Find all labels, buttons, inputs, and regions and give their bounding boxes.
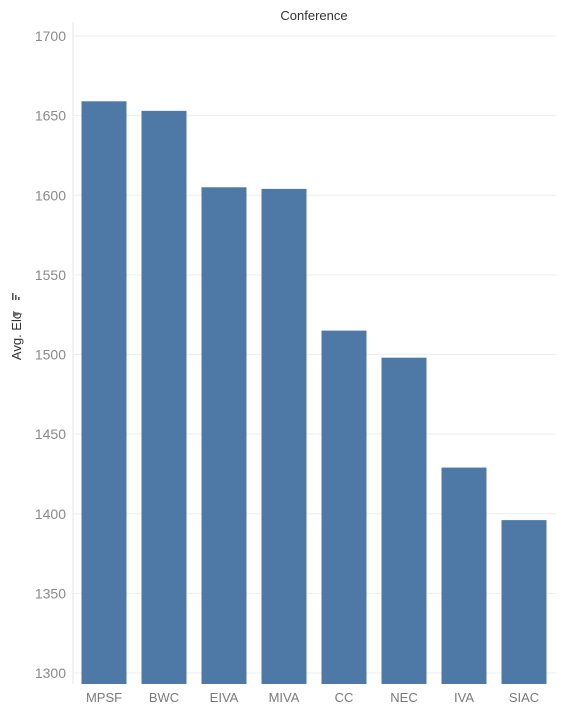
y-tick-label: 1350 (35, 585, 66, 601)
y-axis-title-group: Avg. Elo (9, 293, 24, 360)
chart-title: Conference (280, 8, 347, 23)
y-tick-label: 1300 (35, 665, 66, 681)
x-tick-label: MPSF (86, 690, 122, 705)
x-tick-label: NEC (390, 690, 417, 705)
x-tick-label: SIAC (509, 690, 539, 705)
bar-siac[interactable] (501, 520, 547, 684)
x-tick-label: IVA (454, 690, 474, 705)
y-tick-label: 1500 (35, 347, 66, 363)
bar-iva[interactable] (441, 467, 487, 684)
y-tick-label: 1650 (35, 108, 66, 124)
y-axis-ticks: 1300 1350 1400 1450 1500 1550 1600 1650 1700 (35, 28, 66, 681)
bar-cc[interactable] (321, 330, 367, 684)
y-tick-label: 1700 (35, 28, 66, 44)
x-axis-labels: MPSF BWC EIVA MIVA CC NEC IVA SIAC (86, 690, 539, 705)
sort-icon[interactable] (12, 293, 20, 300)
x-tick-label: EIVA (210, 690, 239, 705)
y-tick-label: 1550 (35, 267, 66, 283)
bar-bwc[interactable] (141, 110, 187, 684)
y-axis-title: Avg. Elo (9, 312, 24, 360)
bars (81, 101, 547, 685)
x-tick-label: MIVA (269, 690, 300, 705)
bar-eiva[interactable] (201, 187, 247, 684)
x-tick-label: BWC (149, 690, 179, 705)
bar-miva[interactable] (261, 188, 307, 684)
x-tick-label: CC (335, 690, 354, 705)
y-tick-label: 1450 (35, 426, 66, 442)
pin-icon[interactable] (13, 311, 22, 317)
y-tick-label: 1400 (35, 506, 66, 522)
y-tick-label: 1600 (35, 187, 66, 203)
bar-nec[interactable] (381, 357, 427, 684)
bar-mpsf[interactable] (81, 101, 127, 685)
